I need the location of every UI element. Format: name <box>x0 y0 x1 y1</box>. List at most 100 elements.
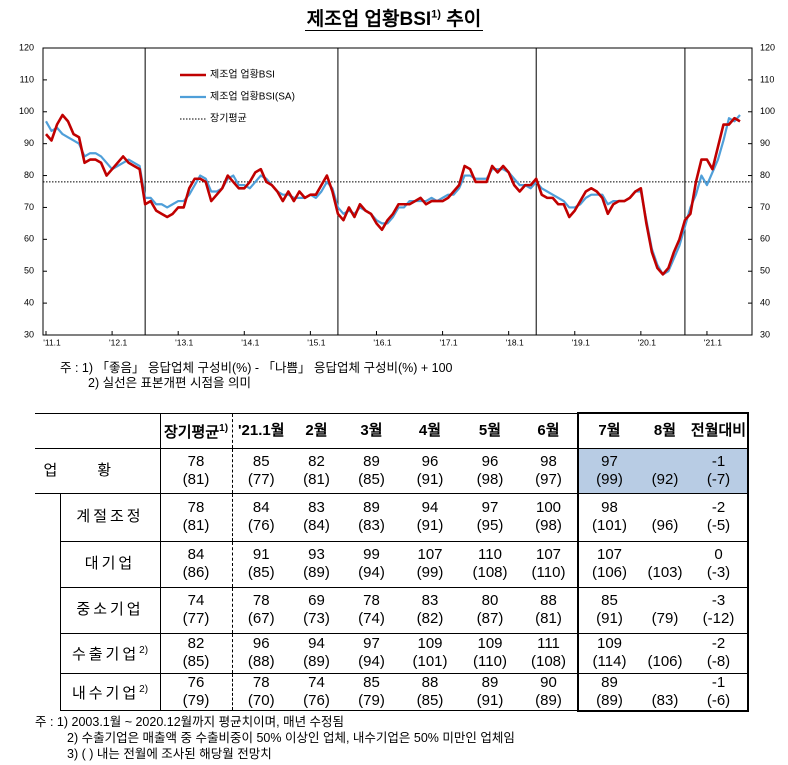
legend-label: 제조업 업황BSI <box>210 68 275 81</box>
row-label-cell: 수출기업2) <box>59 633 161 674</box>
value-cell: 89 (89) <box>577 673 640 712</box>
cell-value: 109 <box>596 635 623 652</box>
header-text: 전월대비 <box>690 421 747 439</box>
cell-value: (76) <box>247 517 275 534</box>
value-cell: 74 (76) <box>290 673 343 711</box>
cell-value: (98) <box>476 470 504 488</box>
y-tick-label: 90 <box>24 138 34 148</box>
cell-value: 76 <box>187 673 205 691</box>
y2-tick-label: 90 <box>760 138 770 148</box>
cell-value: (77) <box>182 610 210 627</box>
footnote: 주 : 1) 2003.1월 ~ 2020.12월까지 평균치이며, 매년 수정… <box>35 715 345 729</box>
value-cell: 97 (94) <box>343 633 400 674</box>
value-cell: 89 (83) <box>343 493 400 542</box>
y2-tick-label: 40 <box>760 297 770 307</box>
cell-value: 88 <box>540 592 557 609</box>
header-cell: '21.1월 <box>232 412 290 449</box>
cell-value: (85) <box>358 470 385 488</box>
y2-tick-label: 60 <box>760 234 770 244</box>
cell-value: 96 <box>421 452 439 470</box>
value-cell: 78 (67) <box>232 587 290 634</box>
table-row: 업황 78 (81) 85 (77) 82 (81) 89 (85) 96 (91) 96 (98) 98… <box>35 448 749 494</box>
header-text: 8월 <box>653 421 677 439</box>
value-cell: 82 (81) <box>290 448 343 494</box>
cell-value: (81) <box>182 517 210 534</box>
header-cell: 장기평균1) <box>160 412 233 449</box>
value-cell: 88 (85) <box>400 673 460 711</box>
header-cell: 7월 <box>577 412 640 449</box>
table-row: 대기업 84 (86) 91 (85) 93 (89) 99 (94) 107 (99) 110 (10… <box>35 541 749 588</box>
value-cell: 111 (108) <box>520 633 578 674</box>
cell-value: (84) <box>303 517 330 534</box>
cell-value: (83) <box>651 691 679 709</box>
row-label: 수출기업 <box>71 646 140 663</box>
cell-value: 78 <box>187 452 205 470</box>
x-tick-label: '11.1 <box>43 337 61 347</box>
cell-value: (-12) <box>702 610 735 627</box>
spacer <box>640 592 690 610</box>
value-cell: 78 (70) <box>232 673 290 711</box>
row-label-cell: 내수기업2) <box>59 673 161 711</box>
cell-value: 107 <box>535 546 562 563</box>
value-cell: 84 (86) <box>160 541 233 588</box>
value-cell: 109 (110) <box>460 633 520 674</box>
indent-cell <box>35 493 60 541</box>
cell-value: 97 <box>601 452 618 470</box>
cell-value: 89 <box>601 673 618 691</box>
x-tick-label: '19.1 <box>572 337 590 347</box>
chart: 30 40 50 60 70 80 90 100 110 120 30 40 50 60 70 80 90 100… <box>19 42 775 347</box>
cell-value: (-6) <box>706 691 731 709</box>
row-label-note: 2) <box>139 645 149 656</box>
x-tick-label: '13.1 <box>175 337 193 347</box>
cell-value: (114) <box>592 653 627 670</box>
value-cell: 0 (-3) <box>690 541 749 588</box>
y2-tick-label: 120 <box>760 42 775 52</box>
value-cell: -1 (-6) <box>690 673 749 712</box>
cell-value: (101) <box>412 653 448 670</box>
value-cell: 107 (99) <box>400 541 460 588</box>
row-label: 내수기업 <box>71 684 140 702</box>
header-text: 7월 <box>598 421 621 439</box>
y-tick-label: 60 <box>24 234 34 244</box>
cell-value: 78 <box>252 592 270 609</box>
cell-value: (108) <box>530 653 567 670</box>
cell-value: 91 <box>252 546 270 563</box>
value-cell: 100 (98) <box>520 493 578 542</box>
x-tick-label: '14.1 <box>241 337 259 347</box>
header-row: 장기평균1) '21.1월 2월 3월 4월 5월 6월 7월 8월 전월대비 <box>35 412 749 449</box>
cell-value: (91) <box>416 470 444 488</box>
value-cell: 89 (85) <box>343 448 400 494</box>
value-cell: 98 (97) <box>520 448 578 494</box>
cell-value: (106) <box>647 653 683 670</box>
cell-value: 100 <box>535 499 562 516</box>
cell-value: (101) <box>591 517 628 534</box>
chart-note: 2) 실선은 표본개편 시점을 의미 <box>88 376 252 390</box>
cell-value: 89 <box>481 673 499 691</box>
cell-value: 83 <box>308 499 325 516</box>
value-cell: 94 (89) <box>290 633 343 674</box>
x-tick-label: '21.1 <box>704 337 722 347</box>
cell-value: (-7) <box>706 470 731 488</box>
cell-value: 88 <box>421 673 439 691</box>
table-row: 수출기업2) 82 (85) 96 (88) 94 (89) 97 (94) 109 (101) 10… <box>35 633 749 674</box>
x-tick-label: '18.1 <box>506 337 524 347</box>
cell-value: 78 <box>252 673 270 691</box>
row-label-cell: 대기업 <box>59 541 161 588</box>
footnote: 2) 수출기업은 매출액 중 수출비중이 50% 이상인 업체, 내수기업은 5… <box>67 731 515 745</box>
value-cell: 83 (84) <box>290 493 343 542</box>
series-line <box>45 114 741 276</box>
value-cell: (106) <box>640 633 690 674</box>
header-text: 6월 <box>537 421 560 439</box>
value-cell: -3 (-12) <box>690 587 749 634</box>
y-tick-label: 50 <box>24 266 34 276</box>
indent-cell <box>35 673 60 711</box>
header-cell: 3월 <box>343 412 400 449</box>
header-text: '21.1월 <box>237 421 285 439</box>
cell-value: (73) <box>303 610 330 627</box>
cell-value: (81) <box>535 610 562 627</box>
value-cell: 88 (81) <box>520 587 578 634</box>
cell-value: -2 <box>711 499 726 516</box>
cell-value: (85) <box>247 564 275 581</box>
x-tick-label: '15.1 <box>307 337 325 347</box>
x-tick-label: '12.1 <box>109 337 127 347</box>
